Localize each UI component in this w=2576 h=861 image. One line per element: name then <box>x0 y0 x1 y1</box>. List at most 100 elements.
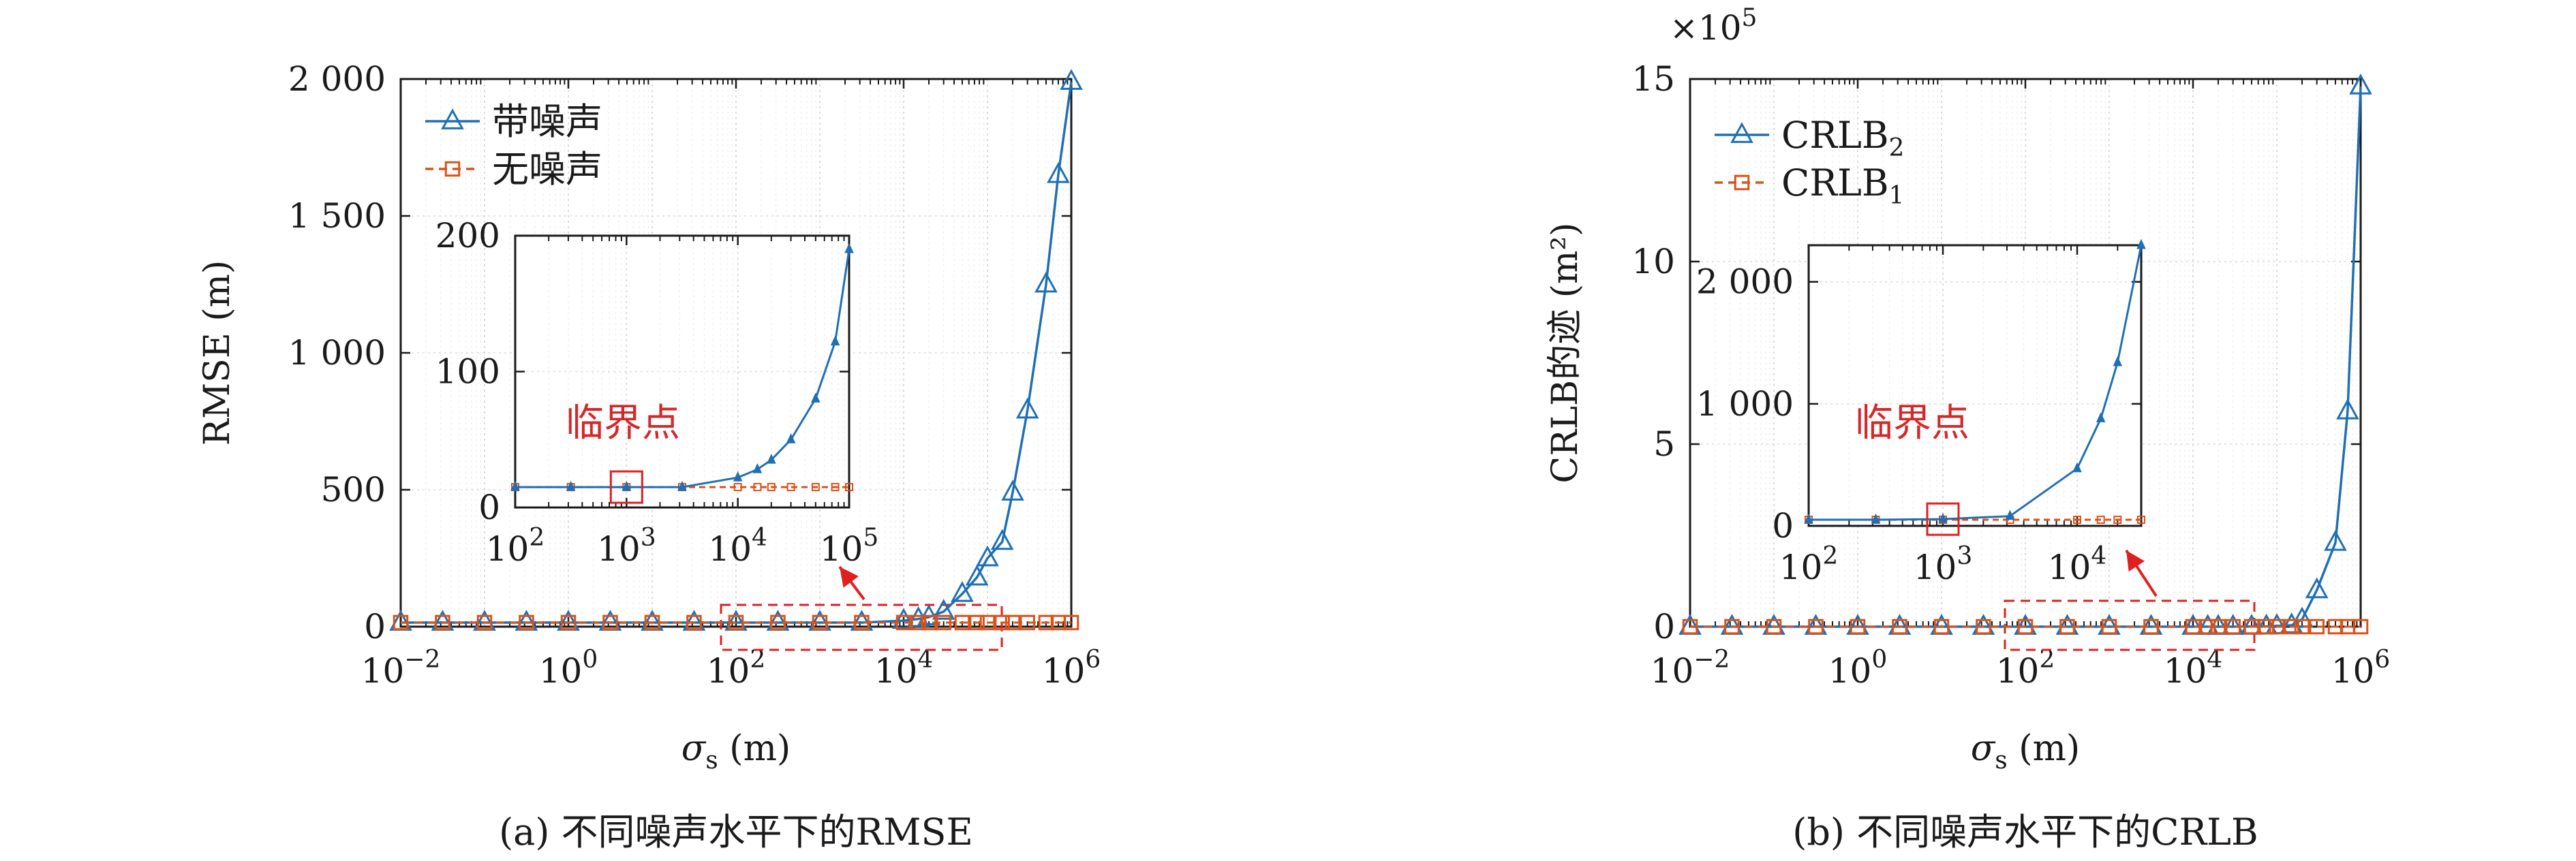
panel-a-critical-point-label: 临界点 <box>566 401 680 445</box>
panel-a-data-point <box>1063 614 1079 631</box>
panel-a-y-tick-label: 2 000 <box>288 59 386 99</box>
panel-b-y-tick-label: 10 <box>1631 242 1675 281</box>
panel-b-x-axis-unit: (m) <box>2008 728 2080 769</box>
panel-b-data-point <box>1850 619 1866 635</box>
panel-a-inset-x-tick-label: 104 <box>708 524 767 569</box>
panel-b-data-point <box>2143 619 2159 635</box>
panel-b-legend-label-sub: 1 <box>1889 182 1905 210</box>
panel-b-data-point <box>2225 619 2241 635</box>
panel-a-legend-label: 带噪声 <box>492 100 602 143</box>
panel-b-data-point <box>2017 619 2034 635</box>
panel-b-zoom-region-box <box>2004 599 2256 651</box>
panel-b-data-point <box>2284 619 2299 635</box>
panel-b-inset-x-tick-label-exp: 3 <box>1957 542 1972 570</box>
panel-b-inset-plot-frame <box>1807 244 2143 527</box>
panel-a-data-point <box>1005 614 1021 631</box>
panel-b-data-point <box>1808 619 1824 635</box>
panel-a-x-tick-label-exp: 6 <box>1085 646 1101 674</box>
panel-a-legend-label-text: 带噪声 <box>492 100 602 143</box>
panel-a-inset-x-tick-label-base: 10 <box>708 529 752 569</box>
panel-b-x-tick-label-exp: 6 <box>2374 646 2390 674</box>
panel-b-inset-data-point <box>1871 513 1881 524</box>
panel-b-data-point <box>2352 619 2369 635</box>
panel-a-inset-y-tick-label: 0 <box>478 488 500 527</box>
panel-a-inset-data-point <box>733 471 743 482</box>
panel-a-data-point <box>969 614 985 631</box>
panel-a-data-point <box>979 614 996 631</box>
panel-a-x-tick-label: 10−2 <box>361 646 441 691</box>
panel-a-y-tick-label: 500 <box>321 470 386 510</box>
panel-b-inset-y-tick-label: 1 000 <box>1696 384 1794 424</box>
panel-a-inset-data-point <box>786 483 795 492</box>
panel-a-inset-x-tick-label-base: 10 <box>486 529 530 569</box>
panel-a-inset-x-tick-label: 103 <box>597 524 656 569</box>
panel-b-y-multiplier-base: ×10 <box>1670 8 1742 48</box>
panel-a-data-point <box>728 614 744 631</box>
panel-a-inset-data-point <box>753 483 762 492</box>
panel-b-data-point <box>1976 619 1991 635</box>
panel-b-inset-data-point <box>2137 516 2145 525</box>
panel-a-y-tick-label: 1 500 <box>288 196 386 236</box>
panel-a-data-point <box>854 614 870 631</box>
panel-b-data-point <box>2243 619 2260 635</box>
panel-b-x-tick-label-exp: −2 <box>1693 646 1730 674</box>
panel-a-data-point <box>892 608 915 629</box>
panel-a-x-axis-label: σs (m) <box>681 728 791 774</box>
panel-b-data-point <box>2258 619 2274 635</box>
panel-b-data-point <box>2309 619 2325 635</box>
panel-b-inset-data-point <box>2072 462 2082 473</box>
panel-b-inset-x-tick-label: 102 <box>1779 542 1839 587</box>
panel-a-x-tick-label-exp: −2 <box>404 646 440 674</box>
panel-b-x-tick-label-base: 10 <box>1996 651 2040 691</box>
panel-a-inset-data-point <box>752 463 763 473</box>
panel-b-data-point <box>2185 619 2201 635</box>
panel-a-data-point <box>393 614 409 631</box>
panel-a-inset-data-point <box>767 453 776 464</box>
panel-a-x-axis-subscript: s <box>705 747 718 774</box>
panel-b-data-point <box>2305 577 2329 599</box>
panel-b-y-tick-label: 15 <box>1631 59 1675 99</box>
panel-a-inset-data-point <box>677 480 687 491</box>
panel-a-inset-data-point <box>844 242 854 253</box>
panel-b-y-tick-label: 5 <box>1653 424 1675 464</box>
panel-b-data-point <box>2200 619 2215 635</box>
panel-b-x-tick-label-base: 10 <box>2331 651 2375 691</box>
panel-b-inset-x-tick-label: 104 <box>2048 542 2107 587</box>
panel-a-data-point <box>602 614 618 631</box>
panel-a-legend-label: 无噪声 <box>492 148 602 191</box>
panel-a-x-tick-label-exp: 0 <box>582 646 598 674</box>
panel-a-y-axis-label: RMSE (m) <box>197 260 238 445</box>
panel-a-data-point <box>951 581 974 602</box>
panel-a-zoom-arrow-head <box>840 567 859 588</box>
panel-a-inset-data-point <box>786 433 796 443</box>
panel-a-inset-data-point <box>622 480 632 491</box>
panel-b-data-point <box>1892 619 1907 635</box>
panel-b-data-point <box>2290 606 2314 628</box>
panel-b-caption: (b) 不同噪声水平下的CRLB <box>1792 811 2258 854</box>
panel-a-data-point <box>954 614 970 631</box>
panel-b-legend-marker <box>1730 122 1753 143</box>
panel-b-x-tick-label-base: 10 <box>2164 651 2207 691</box>
panel-a-inset-x-tick-label: 105 <box>820 524 879 569</box>
panel-a-x-tick-label-base: 10 <box>707 651 750 691</box>
panel-b-inset-data-point <box>2096 516 2105 525</box>
panel-b-x-axis-subscript: s <box>1995 747 2007 774</box>
panel-b-legend-label-text: CRLB <box>1781 114 1889 157</box>
panel-b-x-tick-label: 102 <box>1996 646 2055 691</box>
panel-a-x-axis-unit: (m) <box>718 728 791 769</box>
panel-a-x-tick-label-base: 10 <box>361 651 405 691</box>
panel-a-data-point <box>1001 480 1024 501</box>
panel-a-inset-data-point <box>510 480 520 491</box>
panel-a-x-tick-label-base: 10 <box>539 651 583 691</box>
panel-b-data-point <box>1933 619 1950 635</box>
panel-a-data-point <box>895 614 912 631</box>
panel-b-data-point <box>2336 398 2359 420</box>
panel-b-x-tick-label-exp: 2 <box>2039 646 2055 674</box>
panel-a-data-point <box>686 614 702 631</box>
panel-b-inset-x-tick-label-exp: 4 <box>2091 542 2106 570</box>
panel-a-x-axis-symbol: σ <box>681 728 707 769</box>
panel-a-inset-x-tick-label-exp: 4 <box>752 524 767 552</box>
panel-b-data-point <box>2349 74 2372 95</box>
